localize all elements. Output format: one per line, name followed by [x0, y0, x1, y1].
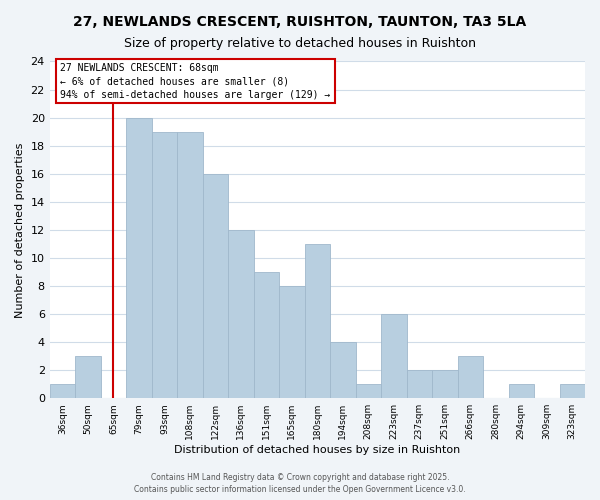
Text: 27, NEWLANDS CRESCENT, RUISHTON, TAUNTON, TA3 5LA: 27, NEWLANDS CRESCENT, RUISHTON, TAUNTON… — [73, 15, 527, 29]
Bar — [305, 244, 330, 398]
Bar — [126, 118, 152, 398]
Bar — [177, 132, 203, 398]
Bar — [356, 384, 381, 398]
Bar — [330, 342, 356, 398]
Bar — [228, 230, 254, 398]
Bar — [458, 356, 483, 398]
Bar — [560, 384, 585, 398]
Bar — [381, 314, 407, 398]
X-axis label: Distribution of detached houses by size in Ruishton: Distribution of detached houses by size … — [174, 445, 460, 455]
Bar — [75, 356, 101, 398]
Text: Contains HM Land Registry data © Crown copyright and database right 2025.
Contai: Contains HM Land Registry data © Crown c… — [134, 472, 466, 494]
Bar — [254, 272, 279, 398]
Bar — [407, 370, 432, 398]
Bar — [279, 286, 305, 398]
Bar — [203, 174, 228, 398]
Bar — [432, 370, 458, 398]
Text: Size of property relative to detached houses in Ruishton: Size of property relative to detached ho… — [124, 38, 476, 51]
Y-axis label: Number of detached properties: Number of detached properties — [15, 142, 25, 318]
Bar — [152, 132, 177, 398]
Bar — [50, 384, 75, 398]
Bar — [509, 384, 534, 398]
Text: 27 NEWLANDS CRESCENT: 68sqm
← 6% of detached houses are smaller (8)
94% of semi-: 27 NEWLANDS CRESCENT: 68sqm ← 6% of deta… — [61, 63, 331, 100]
